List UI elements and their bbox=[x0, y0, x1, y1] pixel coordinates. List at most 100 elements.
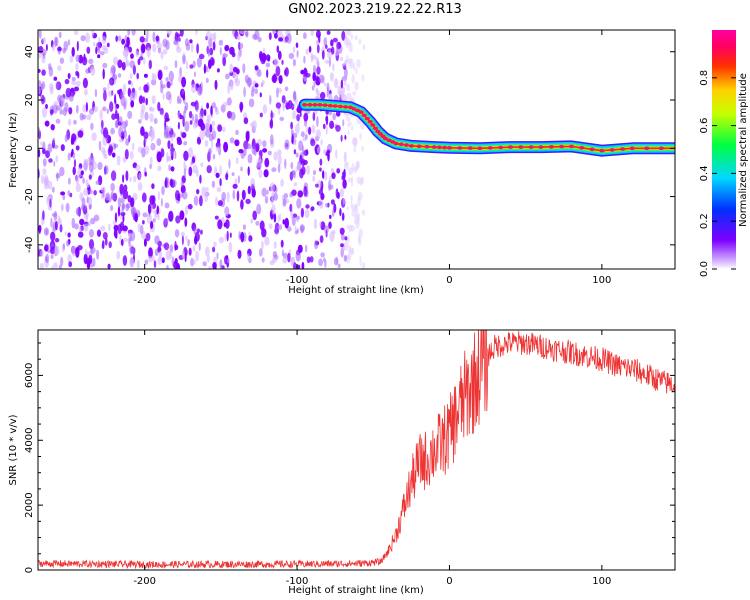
noise-speck bbox=[93, 105, 99, 113]
noise-speck bbox=[236, 190, 240, 202]
noise-speck bbox=[102, 232, 108, 240]
noise-speck bbox=[129, 60, 135, 69]
noise-speck bbox=[268, 223, 273, 230]
noise-speck bbox=[188, 147, 194, 158]
noise-speck bbox=[183, 150, 189, 161]
noise-speck bbox=[222, 53, 228, 58]
noise-speck bbox=[209, 124, 213, 133]
noise-speck bbox=[158, 72, 162, 79]
noise-speck bbox=[167, 140, 171, 150]
trace-peak bbox=[312, 103, 318, 107]
noise-speck bbox=[293, 149, 297, 155]
noise-speck bbox=[57, 46, 62, 52]
noise-speck bbox=[311, 124, 316, 134]
noise-speck bbox=[89, 229, 94, 238]
noise-speck bbox=[293, 137, 297, 146]
noise-speck bbox=[183, 110, 186, 120]
noise-speck bbox=[324, 259, 327, 268]
noise-speck bbox=[127, 110, 133, 120]
noise-speck bbox=[122, 225, 128, 232]
noise-speck bbox=[299, 111, 302, 118]
noise-speck bbox=[287, 100, 293, 109]
noise-speck bbox=[192, 245, 196, 252]
noise-speck bbox=[293, 262, 297, 269]
trace-peak bbox=[579, 146, 585, 150]
trace-peak bbox=[317, 103, 323, 107]
noise-speck bbox=[343, 151, 347, 163]
noise-speck bbox=[219, 178, 222, 187]
noise-speck bbox=[153, 208, 157, 215]
noise-speck bbox=[343, 36, 350, 46]
noise-speck bbox=[238, 149, 244, 154]
noise-speck bbox=[347, 235, 350, 243]
noise-speck bbox=[328, 221, 332, 229]
noise-speck bbox=[261, 187, 267, 197]
noise-speck bbox=[156, 151, 162, 163]
trace-peak bbox=[457, 146, 463, 150]
trace-peak bbox=[372, 126, 378, 131]
noise-speck bbox=[203, 109, 207, 117]
noise-speck bbox=[139, 36, 145, 43]
noise-speck bbox=[159, 110, 164, 116]
noise-speck bbox=[262, 140, 267, 148]
noise-speck bbox=[342, 119, 345, 127]
noise-speck bbox=[129, 73, 133, 79]
noise-speck bbox=[199, 130, 205, 141]
noise-speck bbox=[335, 149, 338, 160]
noise-speck bbox=[60, 96, 65, 108]
noise-speck bbox=[322, 149, 327, 155]
noise-speck bbox=[165, 91, 172, 101]
trace-peak bbox=[398, 142, 404, 147]
noise-speck bbox=[261, 240, 264, 250]
noise-speck bbox=[42, 148, 46, 155]
noise-speck bbox=[153, 118, 158, 124]
noise-speck bbox=[322, 170, 325, 179]
noise-speck bbox=[192, 122, 198, 129]
spectrogram-ylabel: Frequency (Hz) bbox=[8, 112, 19, 188]
noise-speck bbox=[174, 150, 177, 160]
noise-speck bbox=[339, 227, 345, 235]
noise-speck bbox=[149, 112, 154, 123]
noise-speck bbox=[98, 36, 101, 43]
noise-speck bbox=[281, 249, 284, 257]
noise-speck bbox=[147, 256, 153, 263]
noise-speck bbox=[128, 46, 133, 53]
noise-speck bbox=[335, 41, 339, 52]
noise-speck bbox=[340, 134, 343, 142]
noise-speck bbox=[350, 225, 356, 232]
noise-speck bbox=[102, 62, 108, 69]
noise-speck bbox=[161, 185, 165, 196]
noise-speck bbox=[88, 254, 93, 264]
noise-speck bbox=[318, 34, 321, 44]
noise-speck bbox=[176, 136, 182, 143]
noise-speck bbox=[129, 258, 135, 268]
noise-speck bbox=[92, 257, 96, 267]
noise-speck bbox=[276, 45, 280, 53]
noise-speck bbox=[170, 79, 173, 86]
noise-speck bbox=[169, 146, 175, 157]
noise-speck bbox=[117, 197, 122, 208]
noise-speck bbox=[295, 42, 299, 48]
noise-speck bbox=[259, 53, 263, 62]
trace-peak bbox=[332, 104, 338, 108]
x-tick-label: -200 bbox=[133, 275, 156, 286]
noise-speck bbox=[156, 209, 159, 215]
noise-speck bbox=[297, 190, 304, 198]
noise-speck bbox=[273, 186, 278, 194]
y-tick-label: 0 bbox=[24, 567, 35, 573]
noise-speck bbox=[247, 185, 251, 195]
trace-peak bbox=[658, 146, 664, 151]
noise-speck bbox=[305, 73, 311, 78]
noise-speck bbox=[121, 61, 126, 71]
noise-speck bbox=[215, 146, 220, 152]
noise-speck bbox=[215, 196, 218, 207]
noise-speck bbox=[349, 121, 352, 126]
noise-speck bbox=[273, 241, 277, 249]
noise-speck bbox=[236, 35, 241, 41]
snr-series bbox=[38, 330, 675, 570]
noise-speck bbox=[64, 78, 70, 85]
noise-speck bbox=[62, 47, 67, 54]
noise-speck bbox=[270, 134, 274, 145]
noise-speck bbox=[137, 58, 141, 66]
noise-speck bbox=[294, 123, 300, 134]
